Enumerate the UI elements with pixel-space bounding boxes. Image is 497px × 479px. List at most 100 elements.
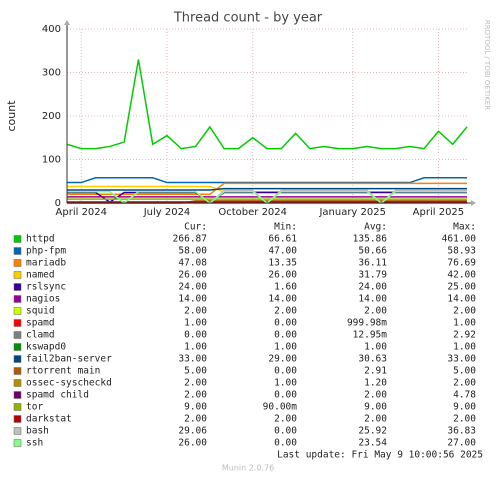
legend-stat: 4.78	[453, 390, 476, 401]
legend-stat: 9.00	[184, 402, 207, 413]
legend-stat: 2.00	[453, 306, 476, 317]
legend-stat: 2.00	[184, 306, 207, 317]
legend-stat: 42.00	[447, 270, 476, 281]
legend-stat: 2.00	[184, 390, 207, 401]
legend-swatch	[13, 247, 22, 255]
y-tick-label: 100	[42, 155, 61, 166]
axis-arrow	[64, 20, 70, 25]
legend-label: spamd	[26, 318, 55, 329]
legend-stat: 1.00	[364, 342, 387, 353]
legend-stat: 14.00	[447, 294, 476, 305]
legend-swatch	[13, 319, 22, 327]
legend-swatch	[13, 427, 22, 435]
legend-stat: 1.00	[184, 342, 207, 353]
legend-stat: 2.00	[364, 306, 387, 317]
legend-stat: 50.66	[358, 246, 387, 257]
legend-swatch	[13, 415, 22, 423]
x-tick-label: January 2025	[318, 207, 386, 218]
legend-stat: 1.00	[184, 318, 207, 329]
legend-stat: 1.20	[364, 378, 387, 389]
legend-stat: 12.95m	[353, 330, 388, 341]
legend-stat: 26.00	[268, 270, 297, 281]
legend-swatch	[13, 331, 22, 339]
y-tick-label: 300	[42, 68, 61, 79]
series-line	[67, 187, 467, 191]
legend-stat: 5.00	[453, 366, 476, 377]
legend-swatch	[13, 343, 22, 351]
legend-stat: 76.69	[447, 258, 476, 269]
legend-stat: 47.00	[268, 246, 297, 257]
x-tick-label: July 2024	[143, 207, 191, 218]
legend-label: darkstat	[26, 414, 72, 425]
legend-stat: 2.00	[364, 390, 387, 401]
legend-stat: 2.91	[364, 366, 387, 377]
axis-arrow	[471, 200, 476, 206]
legend-stat: 36.83	[447, 426, 476, 437]
series-line	[67, 191, 467, 204]
legend-label: nagios	[26, 294, 60, 305]
legend-swatch	[13, 235, 22, 243]
footer: Munin 2.0.76	[222, 464, 274, 473]
legend-stat: 2.00	[184, 414, 207, 425]
legend-stat: 0.00	[274, 318, 297, 329]
legend-stat: 9.00	[364, 402, 387, 413]
legend-stat: 1.60	[274, 282, 297, 293]
legend-label: spamd child	[26, 390, 89, 401]
legend-stat: 47.08	[178, 258, 207, 269]
legend-stat: 999.98m	[347, 318, 387, 329]
legend-stat: 58.00	[178, 246, 207, 257]
legend-header: Cur:	[184, 222, 207, 233]
y-tick-label: 0	[55, 198, 61, 209]
legend-stat: 0.00	[184, 330, 207, 341]
legend-stat: 9.00	[453, 402, 476, 413]
legend-stat: 33.00	[447, 354, 476, 365]
series-line	[67, 182, 467, 196]
legend-swatch	[13, 355, 22, 363]
legend-stat: 58.93	[447, 246, 476, 257]
legend-label: fail2ban-server	[26, 354, 112, 365]
legend-stat: 0.00	[274, 330, 297, 341]
legend-stat: 0.00	[274, 438, 297, 449]
legend-stat: 2.00	[274, 414, 297, 425]
legend-stat: 29.00	[268, 354, 297, 365]
legend-stat: 266.87	[173, 234, 207, 245]
y-axis-label: count	[5, 100, 18, 132]
series-line	[67, 177, 467, 184]
legend-stat: 14.00	[178, 294, 207, 305]
legend-swatch	[13, 367, 22, 375]
x-tick-label: October 2024	[218, 207, 287, 218]
legend-stat: 0.00	[274, 426, 297, 437]
legend-swatch	[13, 259, 22, 267]
legend-stat: 135.86	[353, 234, 388, 245]
legend-stat: 26.00	[178, 438, 207, 449]
legend-stat: 1.00	[453, 318, 476, 329]
legend-stat: 25.00	[447, 282, 476, 293]
legend-stat: 36.11	[358, 258, 387, 269]
x-tick-label: April 2024	[56, 207, 107, 218]
legend-stat: 27.00	[447, 438, 476, 449]
legend-stat: 31.79	[358, 270, 387, 281]
legend-swatch	[13, 283, 22, 291]
legend-stat: 14.00	[268, 294, 297, 305]
legend-stat: 2.00	[184, 378, 207, 389]
legend-label: rtorrent main	[26, 366, 100, 377]
legend-label: rslsync	[26, 282, 66, 293]
legend-stat: 26.00	[178, 270, 207, 281]
legend-label: tor	[26, 402, 43, 413]
legend-stat: 24.00	[178, 282, 207, 293]
legend-stat: 2.00	[453, 414, 476, 425]
legend-stat: 2.92	[453, 330, 476, 341]
legend-stat: 24.00	[358, 282, 387, 293]
legend-stat: 0.00	[274, 390, 297, 401]
legend-header: Max:	[453, 222, 476, 233]
legend-stat: 25.92	[358, 426, 387, 437]
legend-stat: 13.35	[268, 258, 297, 269]
legend-stat: 2.00	[274, 306, 297, 317]
legend-stat: 5.00	[184, 366, 207, 377]
legend-stat: 2.00	[453, 378, 476, 389]
legend-stat: 1.00	[453, 342, 476, 353]
legend-header: Avg:	[364, 222, 387, 233]
legend-stat: 30.63	[358, 354, 387, 365]
